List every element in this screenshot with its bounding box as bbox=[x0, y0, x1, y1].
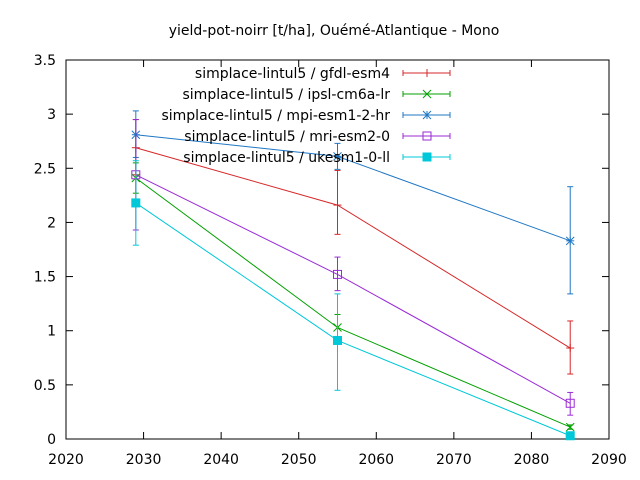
series-line bbox=[135, 202, 571, 437]
data-point-marker bbox=[333, 152, 342, 161]
y-tick-label: 1.5 bbox=[34, 270, 56, 286]
legend-entry: simplace-lintul5 / ipsl-cm6a-lr bbox=[183, 87, 451, 103]
data-point-marker bbox=[565, 431, 575, 441]
legend-entry: simplace-lintul5 / mpi-esm1-2-hr bbox=[161, 108, 451, 124]
data-point-marker bbox=[423, 69, 431, 77]
x-tick-label: 2040 bbox=[203, 452, 239, 468]
legend-entry: simplace-lintul5 / gfdl-esm4 bbox=[195, 66, 451, 82]
x-tick-label: 2070 bbox=[436, 452, 472, 468]
legend-label: simplace-lintul5 / gfdl-esm4 bbox=[195, 66, 390, 82]
data-point-marker bbox=[422, 131, 432, 141]
data-point-marker bbox=[333, 269, 342, 279]
error-bar bbox=[334, 256, 341, 292]
legend-label: simplace-lintul5 / ukesm1-0-ll bbox=[183, 150, 390, 166]
series-layer bbox=[131, 110, 575, 441]
axes: 0 0.5 1 1.5 2 2.5 3 3.5 2020 2030 2040 2050 2060 2070… bbox=[34, 53, 627, 468]
legend-label: simplace-lintul5 / mpi-esm1-2-hr bbox=[161, 108, 390, 124]
chart-title: yield-pot-noirr [t/ha], Ouémé-Atlantique… bbox=[169, 23, 500, 39]
y-tick-label: 3.5 bbox=[34, 53, 56, 69]
legend-label: simplace-lintul5 / ipsl-cm6a-lr bbox=[183, 87, 391, 103]
data-point-marker bbox=[422, 89, 432, 99]
error-bar bbox=[567, 391, 574, 416]
x-tick-label: 2020 bbox=[48, 452, 84, 468]
legend-entry: simplace-lintul5 / ukesm1-0-ll bbox=[183, 150, 451, 166]
data-point-marker bbox=[566, 344, 575, 353]
data-point-marker bbox=[131, 198, 141, 208]
data-point-marker bbox=[333, 201, 342, 210]
series-line bbox=[135, 174, 571, 404]
data-point-marker bbox=[565, 236, 575, 246]
y-tick-label: 2.5 bbox=[34, 161, 56, 177]
series bbox=[131, 160, 575, 441]
x-tick-label: 2080 bbox=[514, 452, 550, 468]
data-point-marker bbox=[422, 110, 432, 120]
data-point-marker bbox=[565, 422, 575, 432]
x-tick-label: 2050 bbox=[281, 452, 317, 468]
y-tick-label: 0 bbox=[47, 432, 56, 448]
y-tick-label: 0.5 bbox=[34, 378, 56, 394]
legend: simplace-lintul5 / gfdl-esm4 simplace-lin… bbox=[161, 66, 451, 166]
series-line bbox=[135, 177, 571, 428]
legend-label: simplace-lintul5 / mri-esm2-0 bbox=[184, 129, 390, 145]
x-tick-label: 2030 bbox=[126, 452, 162, 468]
data-point-marker bbox=[422, 152, 432, 162]
y-tick-label: 3 bbox=[47, 107, 56, 123]
x-tick-label: 2090 bbox=[591, 452, 627, 468]
legend-entry: simplace-lintul5 / mri-esm2-0 bbox=[184, 129, 451, 145]
plot-frame bbox=[65, 59, 610, 440]
y-tick-label: 1 bbox=[47, 324, 56, 340]
series bbox=[131, 162, 575, 432]
data-point-marker bbox=[333, 335, 342, 345]
data-point-marker bbox=[565, 398, 575, 408]
x-tick-label: 2060 bbox=[358, 452, 394, 468]
y-tick-label: 2 bbox=[47, 215, 56, 231]
